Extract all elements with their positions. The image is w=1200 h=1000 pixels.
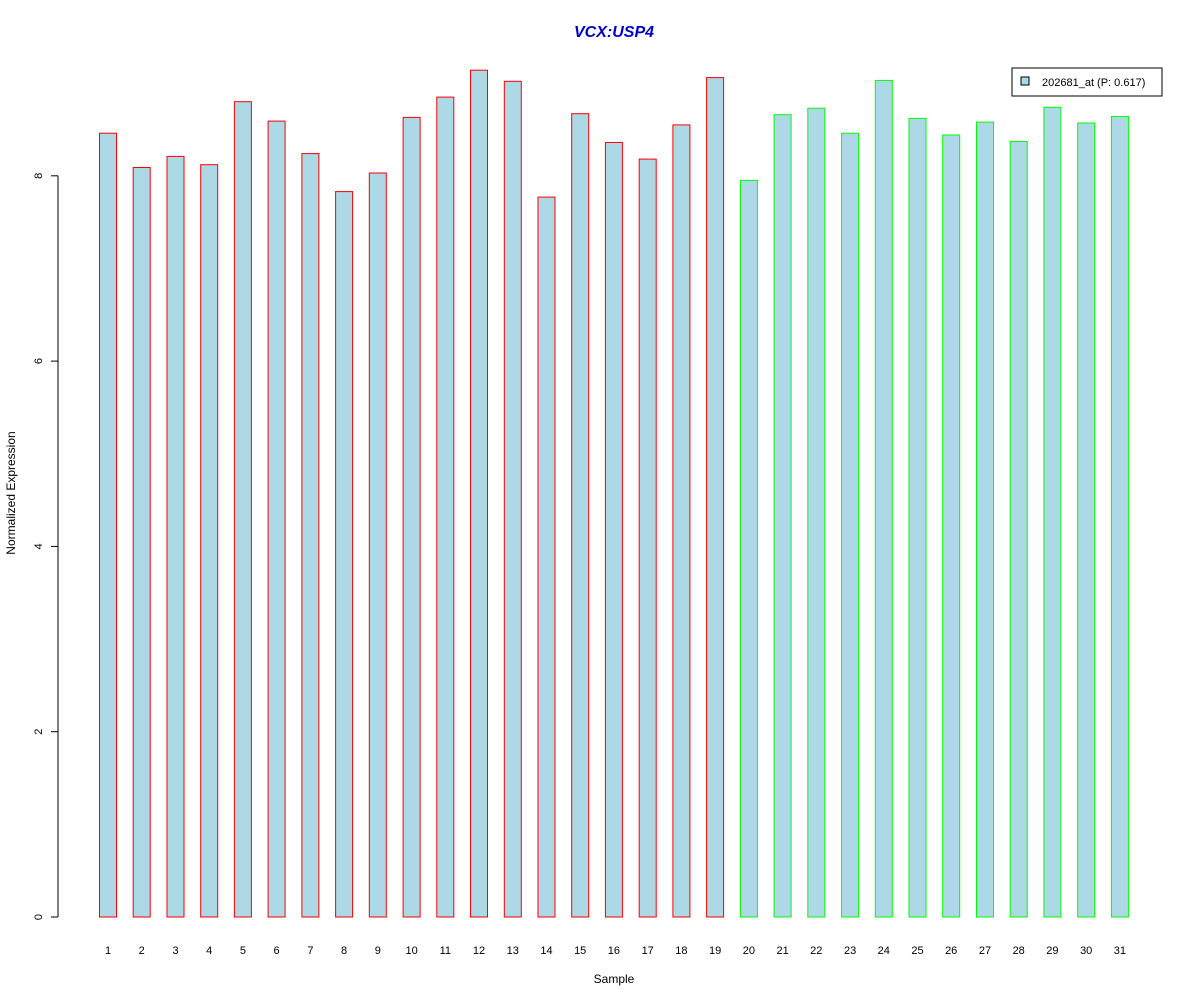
y-tick-label: 6 bbox=[33, 358, 45, 364]
x-tick-label: 5 bbox=[240, 945, 246, 957]
x-tick-label: 6 bbox=[274, 945, 280, 957]
x-tick-labels: 1 2 3 4 5 6 7 8 9 10 11 12 13 14 15 16 17 18 19 20 21 22 23 24 2… bbox=[105, 945, 1126, 957]
bar-sample-14 bbox=[537, 196, 556, 918]
legend-swatch bbox=[1020, 76, 1030, 86]
x-tick-label: 20 bbox=[743, 945, 755, 957]
chart-title: VCX:USP4 bbox=[574, 24, 654, 41]
bar-sample-20 bbox=[739, 179, 758, 918]
y-tick-label: 2 bbox=[33, 729, 45, 735]
bar-sample-16 bbox=[604, 142, 623, 918]
x-axis-label: Sample bbox=[594, 972, 635, 986]
x-tick-label: 4 bbox=[206, 945, 212, 957]
y-axis: 0 2 4 6 8 bbox=[33, 173, 59, 920]
bar-sample-6 bbox=[267, 120, 286, 918]
legend-box bbox=[1011, 67, 1163, 97]
bar-sample-1 bbox=[99, 132, 117, 918]
x-tick-label: 23 bbox=[844, 945, 856, 957]
bar-sample-11 bbox=[436, 96, 455, 918]
x-tick-label: 24 bbox=[878, 945, 890, 957]
x-tick-label: 7 bbox=[307, 945, 313, 957]
x-tick-label: 25 bbox=[911, 945, 923, 957]
bar-sample-19 bbox=[706, 77, 725, 918]
x-tick-label: 2 bbox=[139, 945, 145, 957]
x-tick-label: 30 bbox=[1080, 945, 1092, 957]
legend: 202681_at (P: 0.617) bbox=[1011, 67, 1163, 97]
bar-sample-31 bbox=[1110, 116, 1129, 918]
x-tick-label: 14 bbox=[540, 945, 552, 957]
y-axis-label: Normalized Expression bbox=[4, 431, 18, 554]
y-tick-label: 0 bbox=[33, 914, 45, 920]
bar-sample-12 bbox=[470, 69, 488, 918]
x-tick-label: 8 bbox=[341, 945, 347, 957]
x-tick-label: 26 bbox=[945, 945, 957, 957]
x-tick-label: 29 bbox=[1046, 945, 1058, 957]
bar-sample-17 bbox=[638, 158, 657, 918]
bar-sample-18 bbox=[672, 124, 691, 918]
x-tick-label: 19 bbox=[709, 945, 721, 957]
x-tick-label: 18 bbox=[675, 945, 687, 957]
x-tick-label: 31 bbox=[1114, 945, 1126, 957]
bar-sample-26 bbox=[942, 134, 961, 918]
bar-sample-7 bbox=[301, 153, 320, 918]
x-tick-label: 11 bbox=[440, 945, 451, 957]
x-tick-label: 15 bbox=[574, 945, 586, 957]
x-tick-label: 28 bbox=[1013, 945, 1025, 957]
x-tick-label: 21 bbox=[776, 945, 788, 957]
y-tick-label: 8 bbox=[33, 173, 45, 179]
x-tick-label: 9 bbox=[375, 945, 381, 957]
x-tick-label: 10 bbox=[405, 945, 417, 957]
bars-group bbox=[99, 69, 1129, 918]
bar-sample-15 bbox=[571, 113, 590, 918]
bar-sample-21 bbox=[773, 114, 792, 918]
x-tick-label: 3 bbox=[172, 945, 178, 957]
bar-sample-30 bbox=[1077, 122, 1096, 918]
x-tick-label: 13 bbox=[507, 945, 519, 957]
bar-sample-5 bbox=[233, 101, 252, 918]
x-tick-label: 22 bbox=[810, 945, 822, 957]
bar-sample-2 bbox=[132, 167, 151, 918]
x-tick-label: 17 bbox=[642, 945, 654, 957]
y-tick-label: 4 bbox=[33, 543, 45, 549]
bar-sample-3 bbox=[166, 155, 185, 918]
bar-sample-25 bbox=[908, 117, 927, 918]
bar-sample-29 bbox=[1043, 106, 1062, 918]
x-tick-label: 1 bbox=[105, 945, 111, 957]
bar-sample-23 bbox=[841, 132, 860, 918]
bar-sample-24 bbox=[874, 79, 893, 918]
x-tick-label: 27 bbox=[979, 945, 991, 957]
bar-sample-4 bbox=[200, 164, 219, 918]
bar-sample-9 bbox=[368, 172, 387, 918]
bar-sample-28 bbox=[1009, 141, 1028, 918]
x-tick-label: 16 bbox=[608, 945, 620, 957]
bar-sample-22 bbox=[807, 107, 826, 918]
bar-sample-10 bbox=[402, 116, 421, 918]
bar-sample-27 bbox=[976, 121, 994, 918]
bar-sample-8 bbox=[335, 191, 354, 918]
bar-sample-13 bbox=[503, 80, 522, 918]
x-tick-label: 12 bbox=[473, 945, 485, 957]
legend-label: 202681_at (P: 0.617) bbox=[1042, 77, 1145, 89]
